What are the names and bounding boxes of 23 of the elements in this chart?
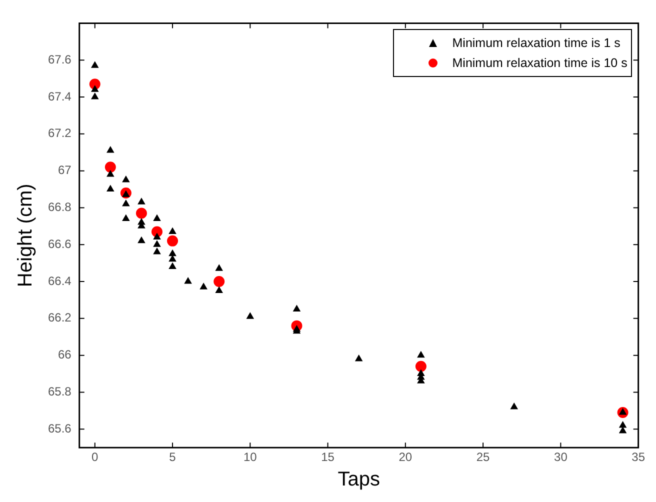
x-tick-label: 0 [92, 450, 99, 464]
y-tick-label: 66.8 [48, 200, 72, 214]
y-tick-label: 66.6 [48, 236, 72, 251]
y-tick-label: 66.4 [48, 274, 72, 288]
y-tick-label: 67.2 [48, 126, 72, 140]
x-tick-label: 5 [169, 450, 176, 464]
x-tick-label: 35 [632, 450, 646, 464]
y-tick-label: 65.6 [48, 421, 72, 436]
legend-label: Minimum relaxation time is 1 s [452, 35, 620, 52]
y-tick-label: 66.2 [48, 310, 72, 325]
x-tick-label: 20 [398, 450, 412, 464]
x-tick-label: 30 [554, 450, 568, 464]
y-tick-label: 66 [58, 348, 72, 362]
y-tick-label: 67.4 [48, 89, 72, 104]
y-tick-label: 65.8 [48, 384, 72, 399]
y-axis-title: Height (cm) [14, 184, 37, 288]
x-tick-label: 25 [476, 450, 490, 464]
legend-label: Minimum relaxation time is 10 s [452, 55, 628, 72]
x-tick-label: 10 [243, 450, 258, 464]
x-axis-title: Taps [338, 468, 380, 491]
y-tick-label: 67.6 [48, 52, 72, 66]
y-tick-label: 67 [58, 163, 72, 178]
x-tick-label: 15 [321, 450, 335, 464]
